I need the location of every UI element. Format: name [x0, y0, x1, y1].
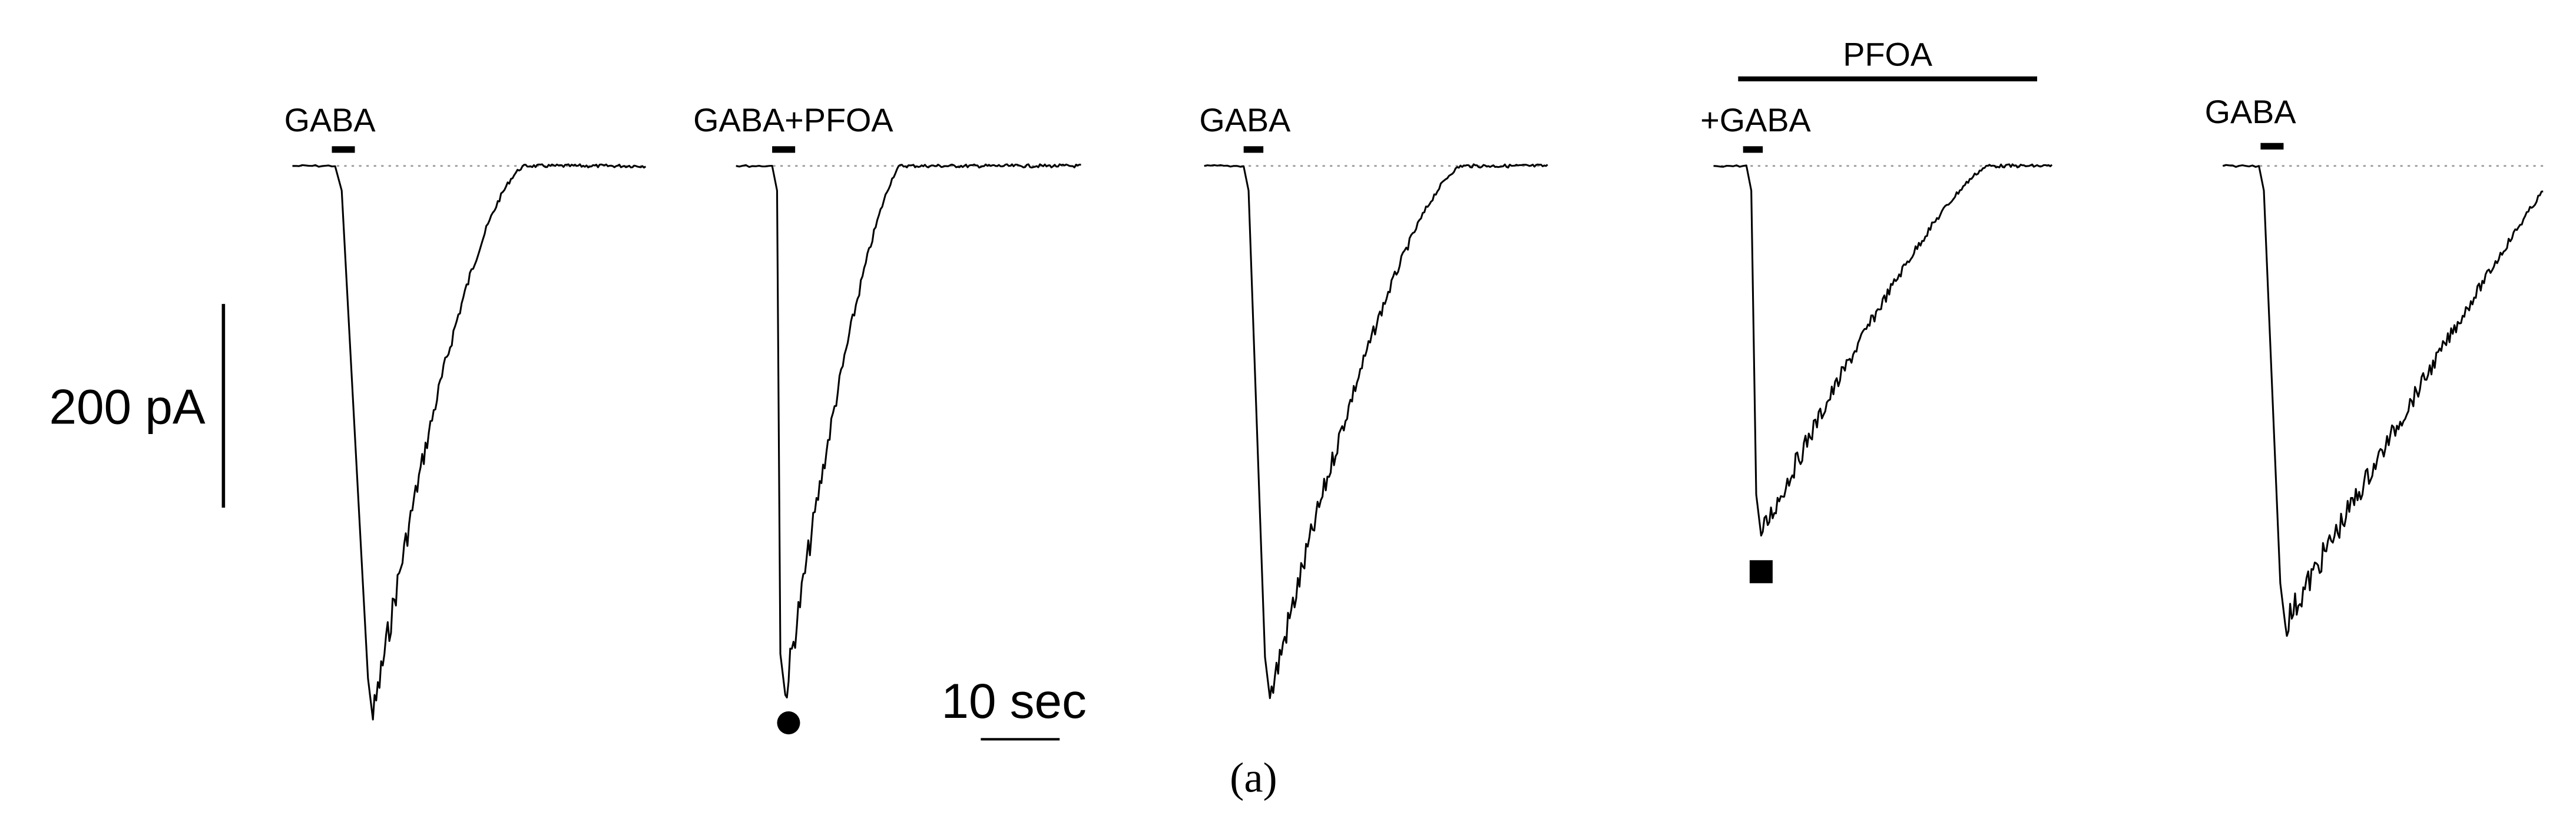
- current-trace: [1713, 163, 2053, 536]
- trace-label: GABA+PFOA: [693, 101, 893, 138]
- application-bar: [2260, 143, 2284, 150]
- current-trace: [1204, 163, 1548, 700]
- application-bar: [332, 146, 355, 153]
- application-bar: [1743, 146, 1763, 153]
- pfoa-label: PFOA: [1843, 36, 1933, 73]
- caption: (a): [1230, 754, 1277, 801]
- current-trace: [292, 163, 647, 721]
- time-scale-label: 10 sec: [941, 673, 1087, 728]
- peak-marker-circle: [777, 711, 800, 734]
- current-trace: [2222, 164, 2544, 637]
- current-scale-label: 200 pA: [49, 379, 205, 435]
- current-trace: [736, 163, 1081, 699]
- trace-label: GABA: [2205, 93, 2297, 130]
- trace-label: GABA: [1199, 101, 1291, 138]
- application-bar: [1243, 146, 1264, 153]
- application-bar: [772, 146, 796, 153]
- peak-marker-square: [1749, 560, 1773, 584]
- trace-label: +GABA: [1700, 101, 1811, 138]
- trace-label: GABA: [284, 101, 376, 138]
